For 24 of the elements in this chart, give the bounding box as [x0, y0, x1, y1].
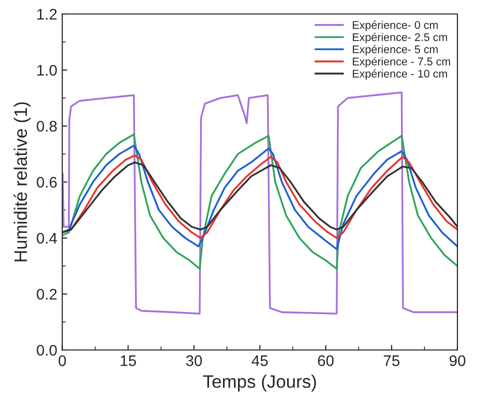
y-tick-label: 0.2 — [36, 288, 57, 300]
legend-label: Expérience - 10 cm — [352, 69, 447, 80]
y-tick-label: 0.0 — [36, 344, 57, 356]
line-series — [62, 133, 458, 270]
legend-label: Expérience- 5 cm — [352, 44, 438, 56]
x-tick-label: 45 — [252, 355, 268, 366]
legend-label: Expérience- 0 cm — [352, 20, 438, 32]
legend-label: Expérience- 2.5 cm — [352, 32, 447, 44]
x-tick-label: 0 — [58, 355, 66, 366]
x-tick-label: 75 — [384, 355, 400, 366]
x-axis-title: Temps (Jours) — [203, 374, 316, 392]
y-tick-label: 0.8 — [36, 120, 57, 132]
line-series — [62, 91, 458, 315]
x-tick-label: 90 — [450, 355, 466, 366]
y-tick-label: 1.2 — [37, 8, 57, 20]
x-tick-label: 60 — [318, 355, 334, 366]
y-tick-label: 0.6 — [36, 176, 57, 188]
x-tick-label: 15 — [120, 355, 136, 366]
x-tick-label: 30 — [186, 355, 202, 366]
legend-label: Expérience - 7.5 cm — [352, 57, 450, 68]
y-tick-label: 1.0 — [37, 64, 57, 76]
y-tick-label: 0.4 — [36, 232, 57, 244]
y-axis-title: Humidité relative (1) — [14, 102, 31, 262]
line-series — [62, 144, 458, 250]
